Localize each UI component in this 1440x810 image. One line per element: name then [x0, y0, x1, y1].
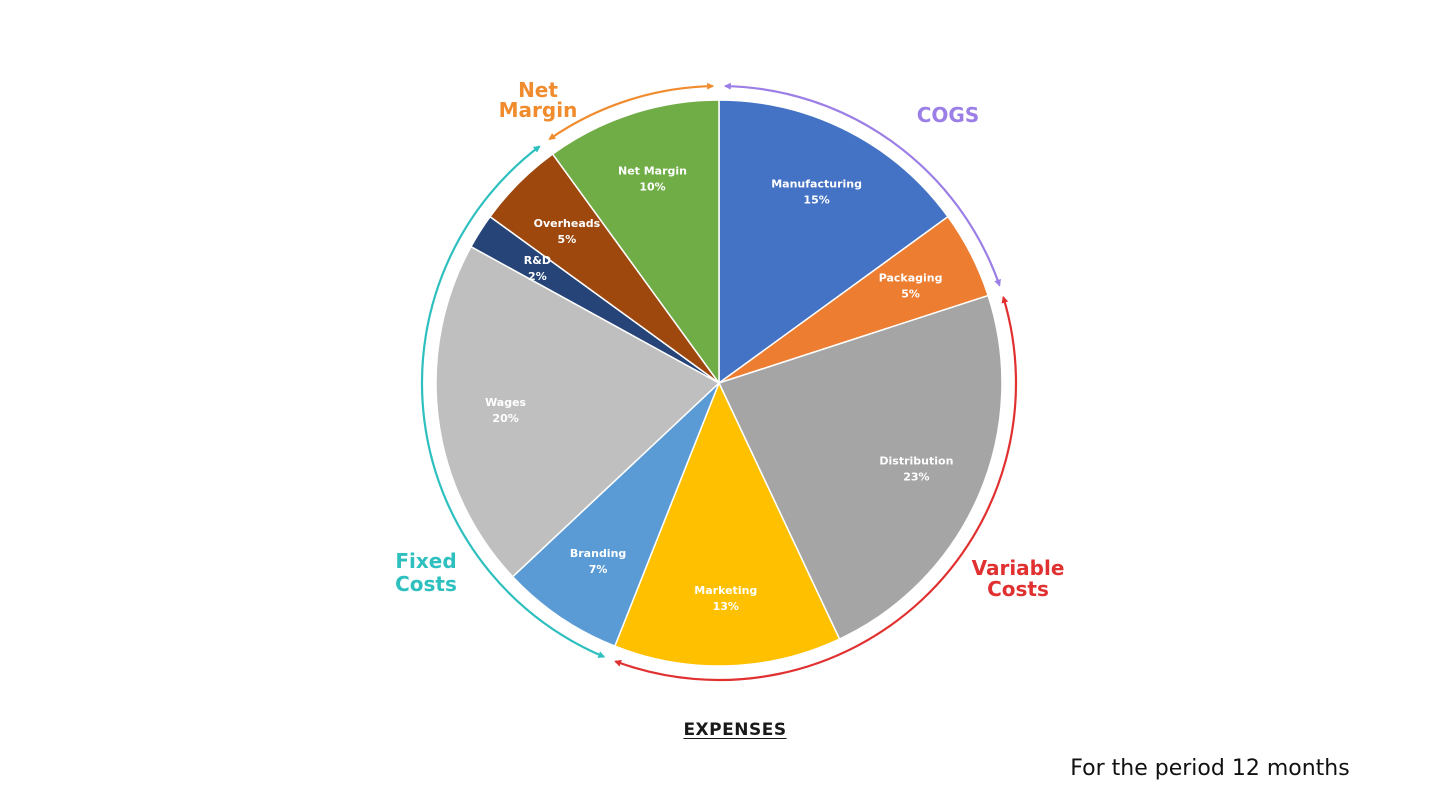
slice-label-wages: Wages 20%	[485, 396, 526, 425]
slice-value-distribution: 23%	[903, 470, 929, 483]
group-label-variable-costs: Variable Costs	[972, 556, 1065, 601]
slice-value-net-margin: 10%	[639, 180, 665, 193]
group-labels: COGS Variable Costs Fixed Costs Net Margin	[395, 78, 1064, 601]
bracket-arc-net-margin	[548, 82, 715, 141]
slice-name-marketing: Marketing	[694, 584, 757, 597]
slice-value-overheads: 5%	[558, 233, 577, 246]
slice-name-packaging: Packaging	[879, 271, 943, 284]
slice-value-packaging: 5%	[901, 287, 920, 300]
slice-name-net-margin: Net Margin	[618, 164, 687, 177]
bracket-arc-cogs	[723, 82, 1001, 287]
slice-value-marketing: 13%	[713, 600, 739, 613]
slice-name-branding: Branding	[570, 547, 626, 560]
pie-slices	[435, 99, 1003, 667]
slice-value-manufacturing: 15%	[803, 193, 829, 206]
group-label-fixed-costs: Fixed Costs	[395, 549, 457, 596]
slice-name-distribution: Distribution	[879, 454, 953, 467]
bracket-arc-variable-costs	[614, 295, 1018, 682]
slice-value-wages: 20%	[492, 412, 518, 425]
slice-name-wages: Wages	[485, 396, 526, 409]
group-label-net-margin: Net Margin	[499, 78, 578, 122]
group-bracket-arcs	[420, 82, 1018, 682]
chart-title: EXPENSES	[683, 720, 787, 740]
slice-value-randd: 2%	[528, 270, 547, 283]
slice-label-net-margin: Net Margin 10%	[618, 164, 687, 193]
slice-value-branding: 7%	[589, 563, 608, 576]
group-label-cogs: COGS	[917, 103, 980, 127]
slice-name-overheads: Overheads	[534, 217, 601, 230]
slice-name-manufacturing: Manufacturing	[771, 177, 862, 190]
period-note: For the period 12 months	[1070, 756, 1350, 781]
bracket-arc-fixed-costs	[420, 145, 606, 658]
slice-name-randd: R&D	[524, 254, 551, 267]
